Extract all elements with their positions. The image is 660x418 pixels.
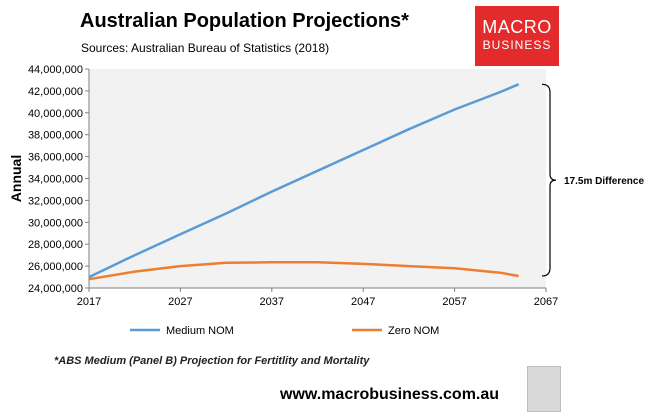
legend-label-medium-nom: Medium NOM xyxy=(166,325,234,337)
x-tick-label: 2047 xyxy=(351,296,375,308)
legend-label-zero-nom: Zero NOM xyxy=(388,325,439,337)
series-line-zero-nom xyxy=(88,261,519,281)
x-tick-label: 2017 xyxy=(77,296,101,308)
y-tick-label: 36,000,000 xyxy=(28,152,83,164)
series-line-medium-nom xyxy=(88,83,520,279)
y-tick-label: 40,000,000 xyxy=(28,108,83,120)
x-tick-label: 2057 xyxy=(442,296,466,308)
y-tick-label: 44,000,000 xyxy=(28,64,83,76)
y-tick-label: 32,000,000 xyxy=(28,195,83,207)
x-tick-label: 2037 xyxy=(260,296,284,308)
logo-line-1: MACRO xyxy=(482,17,552,37)
y-tick-label: 38,000,000 xyxy=(28,130,83,142)
chart-subtitle: Sources: Australian Bureau of Statistics… xyxy=(81,41,330,55)
y-tick-label: 42,000,000 xyxy=(28,86,83,98)
plot-area xyxy=(89,69,546,288)
website-url[interactable]: www.macrobusiness.com.au xyxy=(280,386,500,403)
y-tick-label: 26,000,000 xyxy=(28,261,83,273)
difference-bracket xyxy=(541,83,557,277)
x-tick-label: 2067 xyxy=(534,296,558,308)
y-tick-label: 28,000,000 xyxy=(28,239,83,251)
y-tick-label: 24,000,000 xyxy=(28,283,83,295)
y-axis-title: Annual xyxy=(8,155,24,202)
wolf-logo-icon xyxy=(527,366,561,412)
footnote: *ABS Medium (Panel B) Projection for Fer… xyxy=(54,355,370,367)
y-tick-label: 30,000,000 xyxy=(28,217,83,229)
x-tick-label: 2027 xyxy=(168,296,192,308)
chart-title: Australian Population Projections* xyxy=(80,10,409,32)
y-tick-label: 34,000,000 xyxy=(28,174,83,186)
difference-annotation: 17.5m Difference xyxy=(564,176,644,187)
macrobusiness-logo: MACRO BUSINESS xyxy=(475,6,559,66)
logo-line-2: BUSINESS xyxy=(482,38,552,52)
